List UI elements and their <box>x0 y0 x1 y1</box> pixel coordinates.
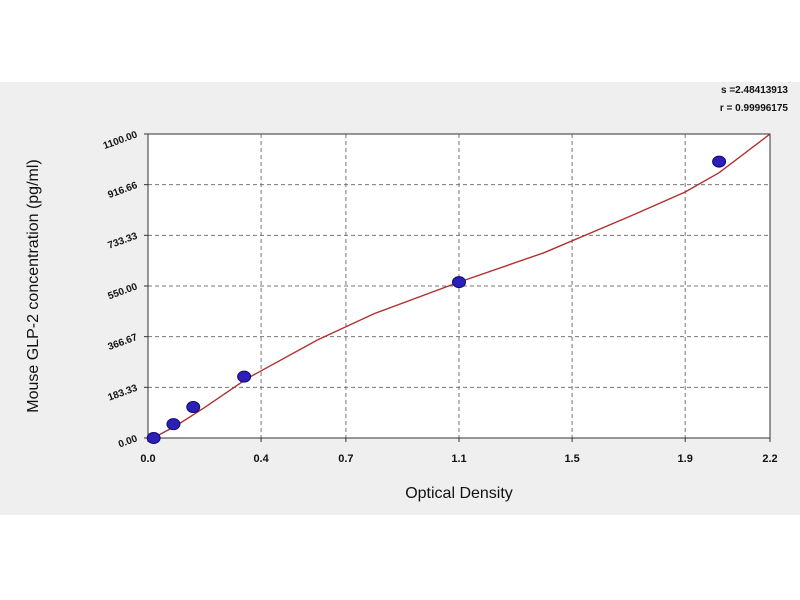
x-axis-title: Optical Density <box>405 485 513 502</box>
data-point <box>712 155 727 168</box>
fit-r-value: r = 0.99996175 <box>719 103 788 114</box>
chart-panel: s =2.48413913 r = 0.99996175 0.0 0.4 0.7 1.… <box>0 82 800 515</box>
y-tick-label: 550.00 <box>107 281 140 302</box>
data-point <box>452 276 466 289</box>
y-tick-label: 1100.00 <box>102 129 140 152</box>
y-tick-label: 733.33 <box>107 231 140 252</box>
x-tick-label: 1.9 <box>678 453 693 465</box>
data-point <box>146 432 161 444</box>
x-tick-label: 0.0 <box>140 453 155 465</box>
y-tick-label: 916.66 <box>107 180 140 201</box>
standard-curve-chart: 0.0 0.4 0.7 1.1 1.5 1.9 2.2 0.00 183.33 366.67 550… <box>25 129 778 502</box>
x-tick-label: 0.7 <box>338 453 353 465</box>
x-tick-label: 2.2 <box>762 453 777 465</box>
y-tick-label: 366.67 <box>107 332 140 353</box>
fit-curve <box>151 134 770 438</box>
data-point <box>237 370 252 383</box>
x-tick-label: 0.4 <box>253 453 269 465</box>
y-tick-label: 0.00 <box>117 433 139 450</box>
fit-s-value: s =2.48413913 <box>720 85 788 96</box>
data-point <box>166 418 181 431</box>
y-axis-title: Mouse GLP-2 concentration (pg/ml) <box>25 159 42 412</box>
data-point <box>186 401 201 414</box>
y-tick-label: 183.33 <box>107 383 140 404</box>
x-tick-label: 1.5 <box>564 453 579 465</box>
x-tick-label: 1.1 <box>451 453 466 465</box>
